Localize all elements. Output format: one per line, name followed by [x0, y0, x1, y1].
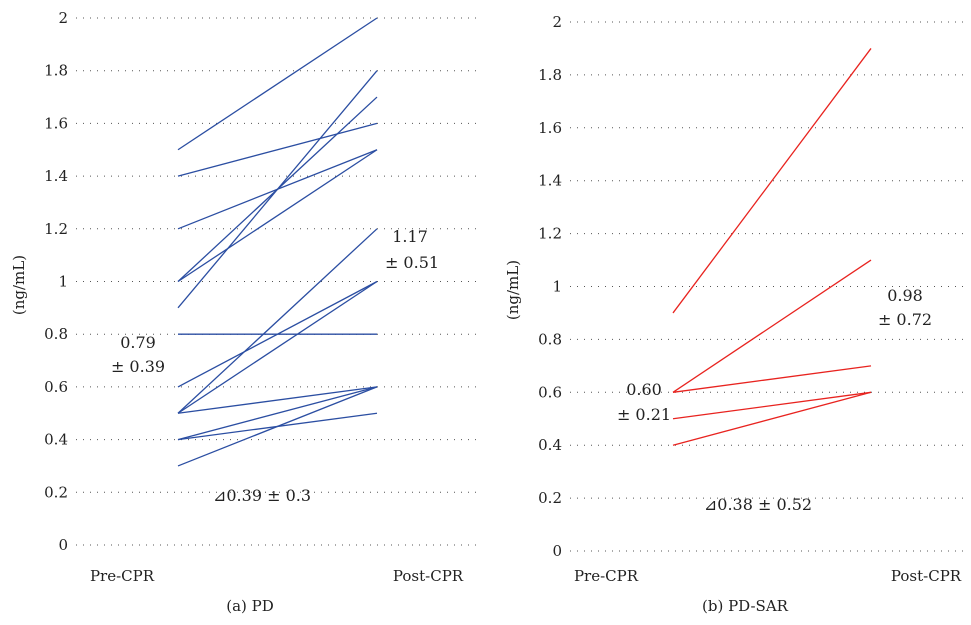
x-tick-label-post: Post-CPR [393, 567, 464, 585]
y-tick-labels: 0 0.2 0.4 0.6 0.8 1 1.2 1.4 1.6 1.8 2 [538, 13, 562, 560]
y-tick-label: 2 [58, 9, 68, 27]
series-line [177, 70, 378, 309]
x-tick-label-post: Post-CPR [891, 567, 962, 585]
y-tick-label: 1.8 [538, 66, 562, 84]
series-line [177, 386, 378, 414]
post-sd-label: ± 0.72 [878, 310, 932, 329]
chart-panel-pd: 0 0.2 0.4 0.6 0.8 1 1.2 1.4 1.6 1.8 2 (ng/mL) Pre-… [10, 9, 478, 615]
y-tick-label: 0.2 [44, 483, 68, 501]
y-tick-label: 1.2 [44, 220, 68, 238]
series-line [672, 391, 872, 420]
x-tick-label-pre: Pre-CPR [574, 567, 639, 585]
y-tick-label: 1.6 [538, 119, 562, 137]
series-line [672, 259, 872, 393]
panel-caption: (a) PD [226, 597, 274, 615]
pre-mean-label: 0.79 [120, 333, 156, 352]
y-tick-label: 0.4 [538, 436, 562, 454]
post-sd-label: ± 0.51 [385, 253, 439, 272]
series-line [672, 48, 872, 314]
post-mean-label: 1.17 [392, 227, 428, 246]
y-tick-labels: 0 0.2 0.4 0.6 0.8 1 1.2 1.4 1.6 1.8 2 [44, 9, 68, 554]
data-lines [177, 17, 378, 467]
y-tick-label: 0 [552, 542, 562, 560]
data-lines [672, 48, 872, 446]
y-tick-label: 1.8 [44, 62, 68, 80]
y-tick-label: 0.2 [538, 489, 562, 507]
delta-label: ⊿0.39 ± 0.3 [213, 486, 311, 505]
y-tick-label: 0.8 [44, 325, 68, 343]
y-gridlines [76, 17, 478, 546]
post-mean-label: 0.98 [887, 286, 923, 305]
y-tick-label: 0.6 [538, 383, 562, 401]
y-tick-label: 1.4 [44, 167, 68, 185]
y-tick-label: 1.2 [538, 225, 562, 243]
y-axis-label: (ng/mL) [10, 255, 28, 315]
series-line [177, 280, 378, 388]
y-tick-label: 1.6 [44, 114, 68, 132]
y-tick-label: 0.8 [538, 330, 562, 348]
series-line [177, 386, 378, 467]
series-line [177, 122, 378, 177]
series-line [177, 17, 378, 151]
series-line [177, 280, 378, 414]
y-tick-label: 1 [58, 273, 68, 291]
series-line [177, 228, 378, 414]
y-tick-label: 0.4 [44, 431, 68, 449]
x-tick-label-pre: Pre-CPR [90, 567, 155, 585]
series-line [177, 149, 378, 283]
y-tick-label: 0 [58, 536, 68, 554]
y-gridlines [570, 21, 966, 552]
pre-mean-label: 0.60 [626, 380, 662, 399]
chart-panel-pd-sar: 0 0.2 0.4 0.6 0.8 1 1.2 1.4 1.6 1.8 2 (ng/mL) Pre-… [504, 13, 966, 615]
y-tick-label: 0.6 [44, 378, 68, 396]
pre-sd-label: ± 0.21 [617, 405, 671, 424]
series-line [177, 386, 378, 441]
series-line [672, 365, 872, 393]
panel-caption: (b) PD-SAR [702, 597, 789, 615]
y-tick-label: 1.4 [538, 172, 562, 190]
y-tick-label: 1 [552, 278, 562, 296]
y-axis-label: (ng/mL) [504, 260, 522, 320]
delta-label: ⊿0.38 ± 0.52 [704, 495, 812, 514]
pre-sd-label: ± 0.39 [111, 357, 165, 376]
series-line [672, 391, 872, 446]
y-tick-label: 2 [552, 13, 562, 31]
